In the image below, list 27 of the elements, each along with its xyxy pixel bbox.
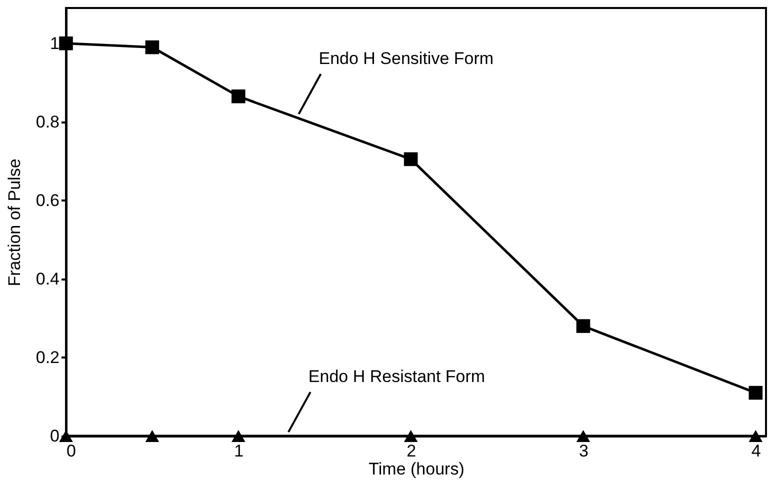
point [232, 430, 246, 442]
x-tick-label: 1 [234, 442, 244, 460]
point [576, 319, 590, 333]
point [576, 430, 590, 442]
x-tick-label: 2 [406, 442, 416, 460]
y-tick-label: 1 [50, 34, 60, 53]
point [145, 430, 160, 442]
x-tick-label: 4 [751, 442, 761, 460]
point [748, 386, 763, 400]
point [404, 152, 418, 166]
point [232, 89, 246, 104]
point [59, 36, 73, 50]
point [748, 430, 763, 442]
point [145, 40, 160, 54]
y-tick-label: 0.8 [36, 112, 60, 132]
x-tick-label: 3 [579, 442, 588, 460]
y-tick-label: 0.2 [36, 348, 60, 367]
point [404, 430, 418, 442]
x-tick-label: 0 [66, 442, 76, 460]
x-axis-title: Time (hours) [368, 460, 464, 478]
y-tick-label: 0.4 [36, 269, 60, 288]
annotation: Endo H Sensitive Form [318, 49, 494, 68]
y-tick-label: 0.6 [36, 190, 60, 210]
point [59, 430, 73, 442]
y-tick-label: 0 [50, 426, 60, 446]
annotation: Endo H Resistant Form [308, 367, 486, 386]
y-axis-title: Fraction of Pulse [4, 158, 24, 286]
